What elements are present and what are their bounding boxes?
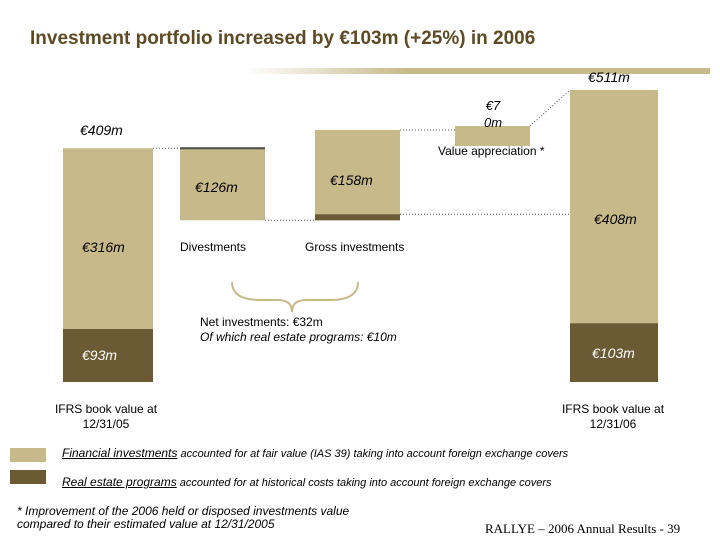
footnote-line-1: * Improvement of the 2006 held or dispos… [17,504,350,518]
legend-real-estate: Real estate programs accounted for at hi… [62,475,552,489]
legend-financial-term: Financial investments [62,446,178,460]
net-investments-brace [231,281,359,313]
start-total-label: €409m [80,122,123,138]
end-real-estate-label: €103m [592,345,635,361]
connector-4 [529,89,571,127]
end-total-label: €511m [588,69,630,85]
bar-appreciation [455,126,530,147]
bar-end-financial [570,90,658,324]
gross-investments-value-label: €158m [330,172,373,188]
legend-financial: Financial investments accounted for at f… [62,446,568,460]
end-financial-label: €408m [594,211,637,227]
end-category-label: IFRS book value at 12/31/06 [561,402,665,431]
net-investments-annotation: Net investments: €32m [200,315,323,329]
legend-real-estate-term: Real estate programs [62,475,177,489]
appreciation-category-label: Value appreciation * [438,144,545,158]
bar-start-financial [63,148,153,329]
legend-real-estate-text: accounted for at historical costs taking… [176,477,552,489]
bar-gross-investments [315,130,400,221]
bar-start-real-estate [63,328,153,382]
real-estate-annotation: Of which real estate programs: €10m [200,330,397,344]
start-category-label: IFRS book value at 12/31/05 [54,402,158,431]
page-title: Investment portfolio increased by €103m … [30,28,536,49]
legend-financial-text: accounted for at fair value (IAS 39) tak… [177,448,569,460]
legend-real-estate-swatch [10,470,46,484]
footnote-line-2: compared to their estimated value at 12/… [17,517,275,531]
bar-divestments [180,148,265,221]
divestments-category-label: Divestments [180,240,247,254]
legend-financial-swatch [10,448,46,462]
footnote: * Improvement of the 2006 held or dispos… [17,505,349,531]
brand-footer: RALLYE – 2006 Annual Results - 39 [485,521,681,536]
start-real-estate-label: €93m [82,347,118,363]
gross-investments-category-label: Gross investments [305,240,405,254]
start-financial-label: €316m [82,239,125,255]
divestments-value-label: €126m [195,179,238,195]
title-rule [245,68,710,74]
bar-end-real-estate [570,323,658,382]
appreciation-value-label: €7 0m [483,98,503,130]
bar-gross-investments-real-estate [315,214,400,221]
